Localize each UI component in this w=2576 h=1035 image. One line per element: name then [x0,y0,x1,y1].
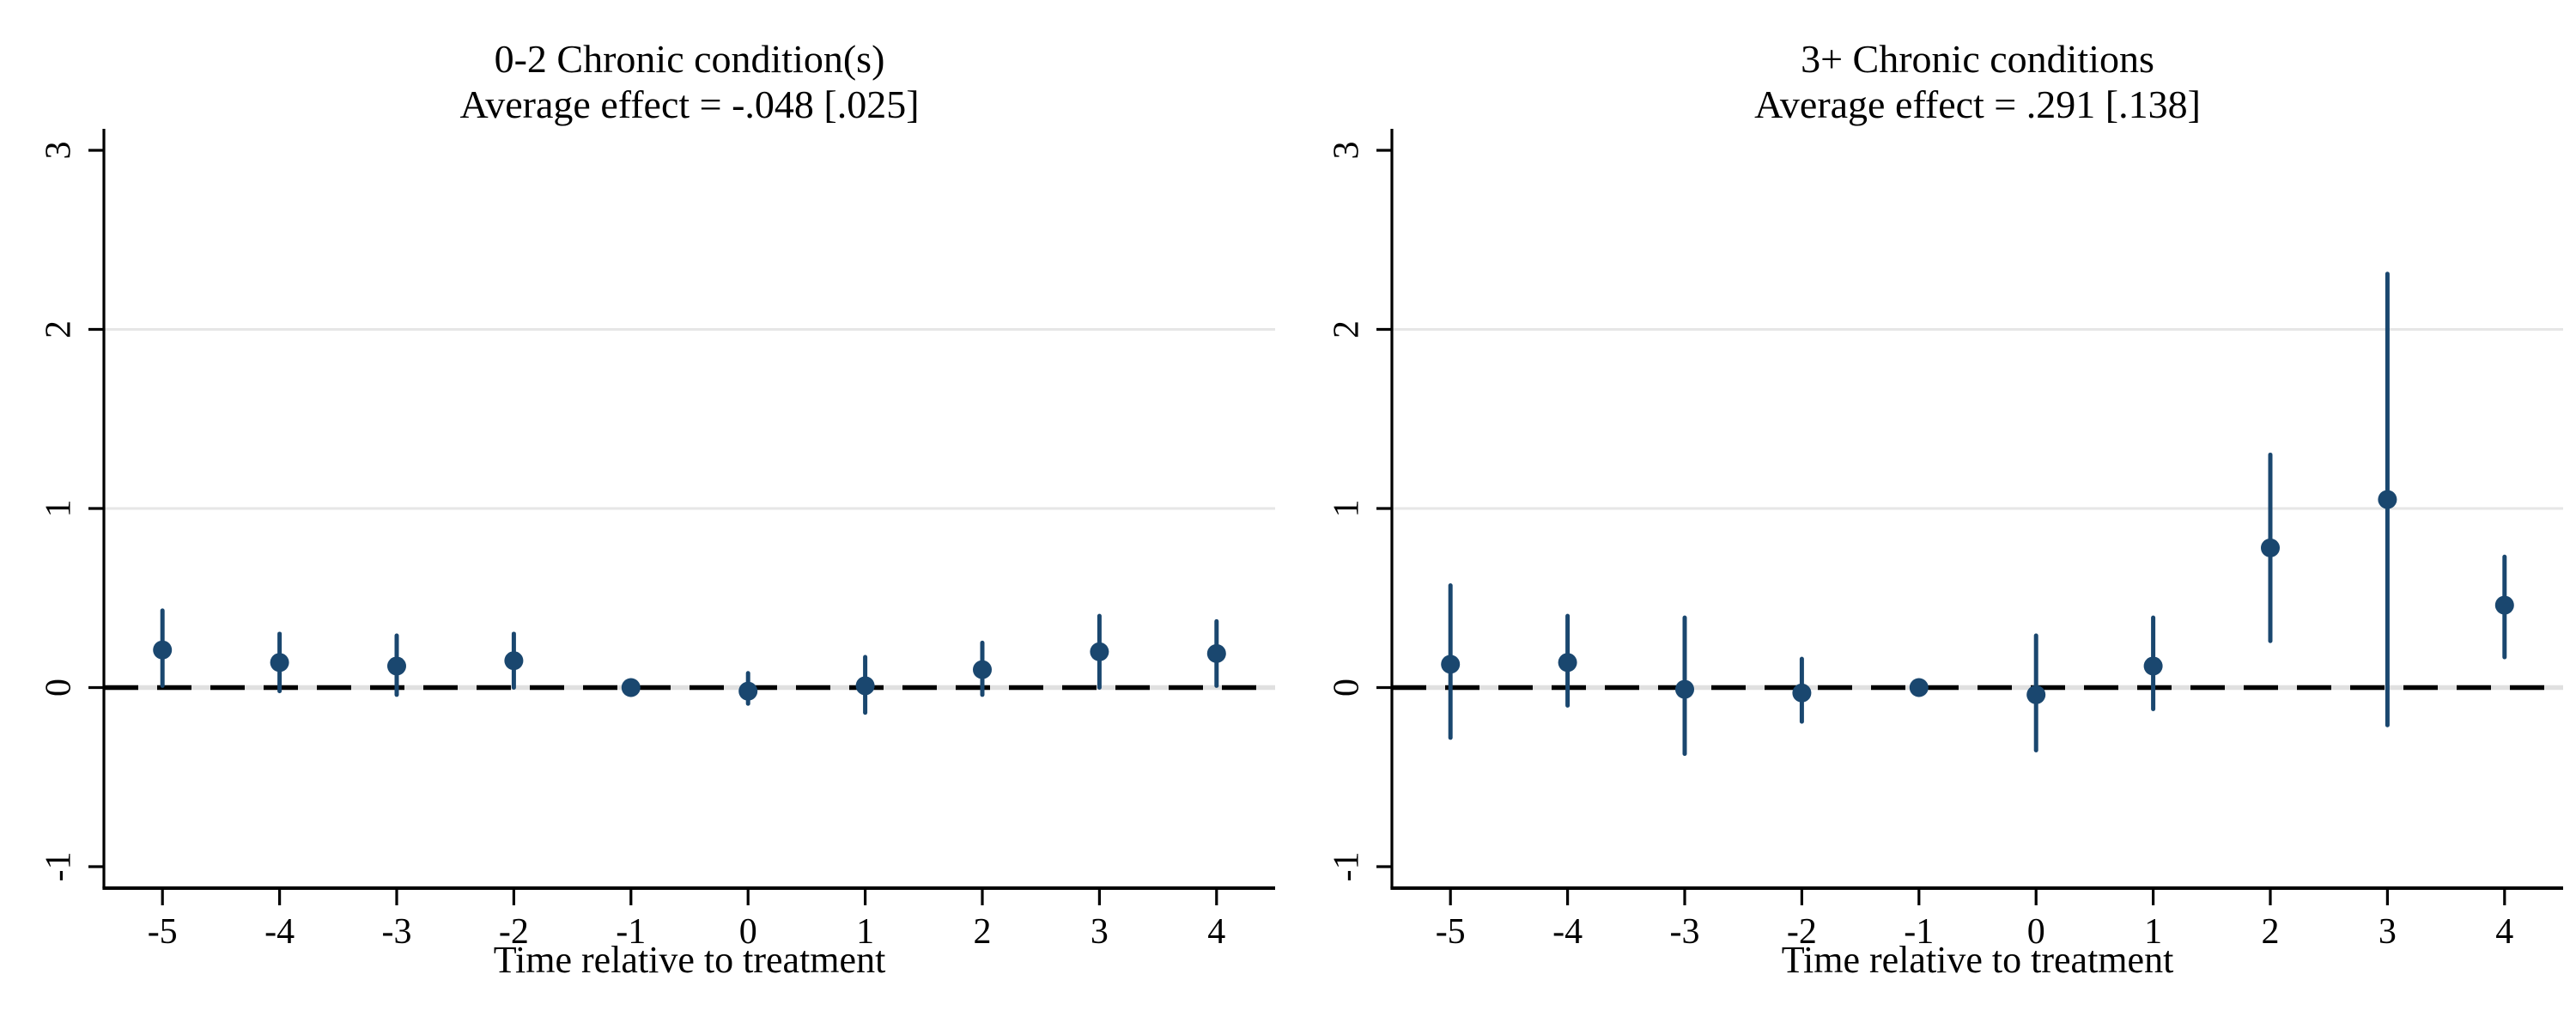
y-axis-tick-label: 1 [1327,500,1367,518]
point-estimate [2026,685,2046,704]
point-estimate [2378,490,2397,509]
x-axis-tick-label: 4 [2495,912,2513,952]
point-estimate [1441,654,1461,674]
y-axis-tick-label: 0 [39,679,79,697]
point-estimate [387,656,406,676]
panel1-xaxis-title: Time relative to treatment [494,939,886,981]
y-axis-tick-label: 2 [39,320,79,338]
x-axis-tick-label: -1 [616,912,646,952]
point-estimate [973,660,992,679]
x-axis-tick-label: 0 [739,912,757,952]
panel2-title: 3+ Chronic conditions [1801,37,2154,81]
panel1-subtitle: Average effect = -.048 [.025] [459,82,919,126]
plot-marks-layer: -1 0 1 2 3 -5 -4 -3 -2 -1 0 1 2 3 4 -1 0 1 2 3 -5 -4 -3 -2 -1 0 1 2… [39,129,2563,952]
x-axis-tick-label: 4 [1207,912,1225,952]
x-axis-tick-label: -5 [1436,912,1466,952]
x-axis-tick-label: 2 [2262,912,2280,952]
x-axis-tick-label: 0 [2027,912,2045,952]
point-estimate [1206,643,1226,663]
point-estimate [621,678,641,697]
y-axis-tick-label: 0 [1327,679,1367,697]
y-axis-tick-label: 1 [39,500,79,518]
point-estimate [1558,653,1577,673]
x-axis-tick-label: 1 [2144,912,2162,952]
x-axis-tick-label: -2 [499,912,529,952]
x-axis-tick-label: -5 [148,912,178,952]
point-estimate [2143,656,2163,676]
point-estimate [153,640,173,660]
point-estimate [1909,678,1929,697]
panel2-xaxis-title: Time relative to treatment [1782,939,2174,981]
x-axis-tick-label: -4 [264,912,295,952]
x-axis-tick-label: 3 [1091,912,1109,952]
y-axis-tick-label: 3 [39,142,79,160]
panel2-subtitle: Average effect = .291 [.138] [1754,82,2201,126]
y-axis-tick-label: -1 [39,851,79,881]
point-estimate [1090,642,1109,661]
x-axis-tick-label: -2 [1787,912,1817,952]
point-estimate [270,653,289,673]
x-axis-tick-label: -3 [1670,912,1700,952]
y-axis-tick-label: -1 [1327,851,1367,881]
x-axis-tick-label: 2 [974,912,992,952]
panel1-title: 0-2 Chronic condition(s) [495,37,885,81]
point-estimate [855,676,875,696]
point-estimate [1675,679,1694,699]
point-estimate [738,681,758,701]
point-estimate [2261,538,2280,557]
point-estimate [2494,595,2514,615]
x-axis-tick-label: 3 [2379,912,2397,952]
y-axis-tick-label: 2 [1327,320,1367,338]
x-axis-tick-label: -4 [1552,912,1583,952]
x-axis-tick-label: 1 [856,912,874,952]
y-axis-tick-label: 3 [1327,142,1367,160]
x-axis-tick-label: -1 [1904,912,1934,952]
point-estimate [1792,683,1812,703]
point-estimate [504,651,524,671]
x-axis-tick-label: -3 [382,912,412,952]
